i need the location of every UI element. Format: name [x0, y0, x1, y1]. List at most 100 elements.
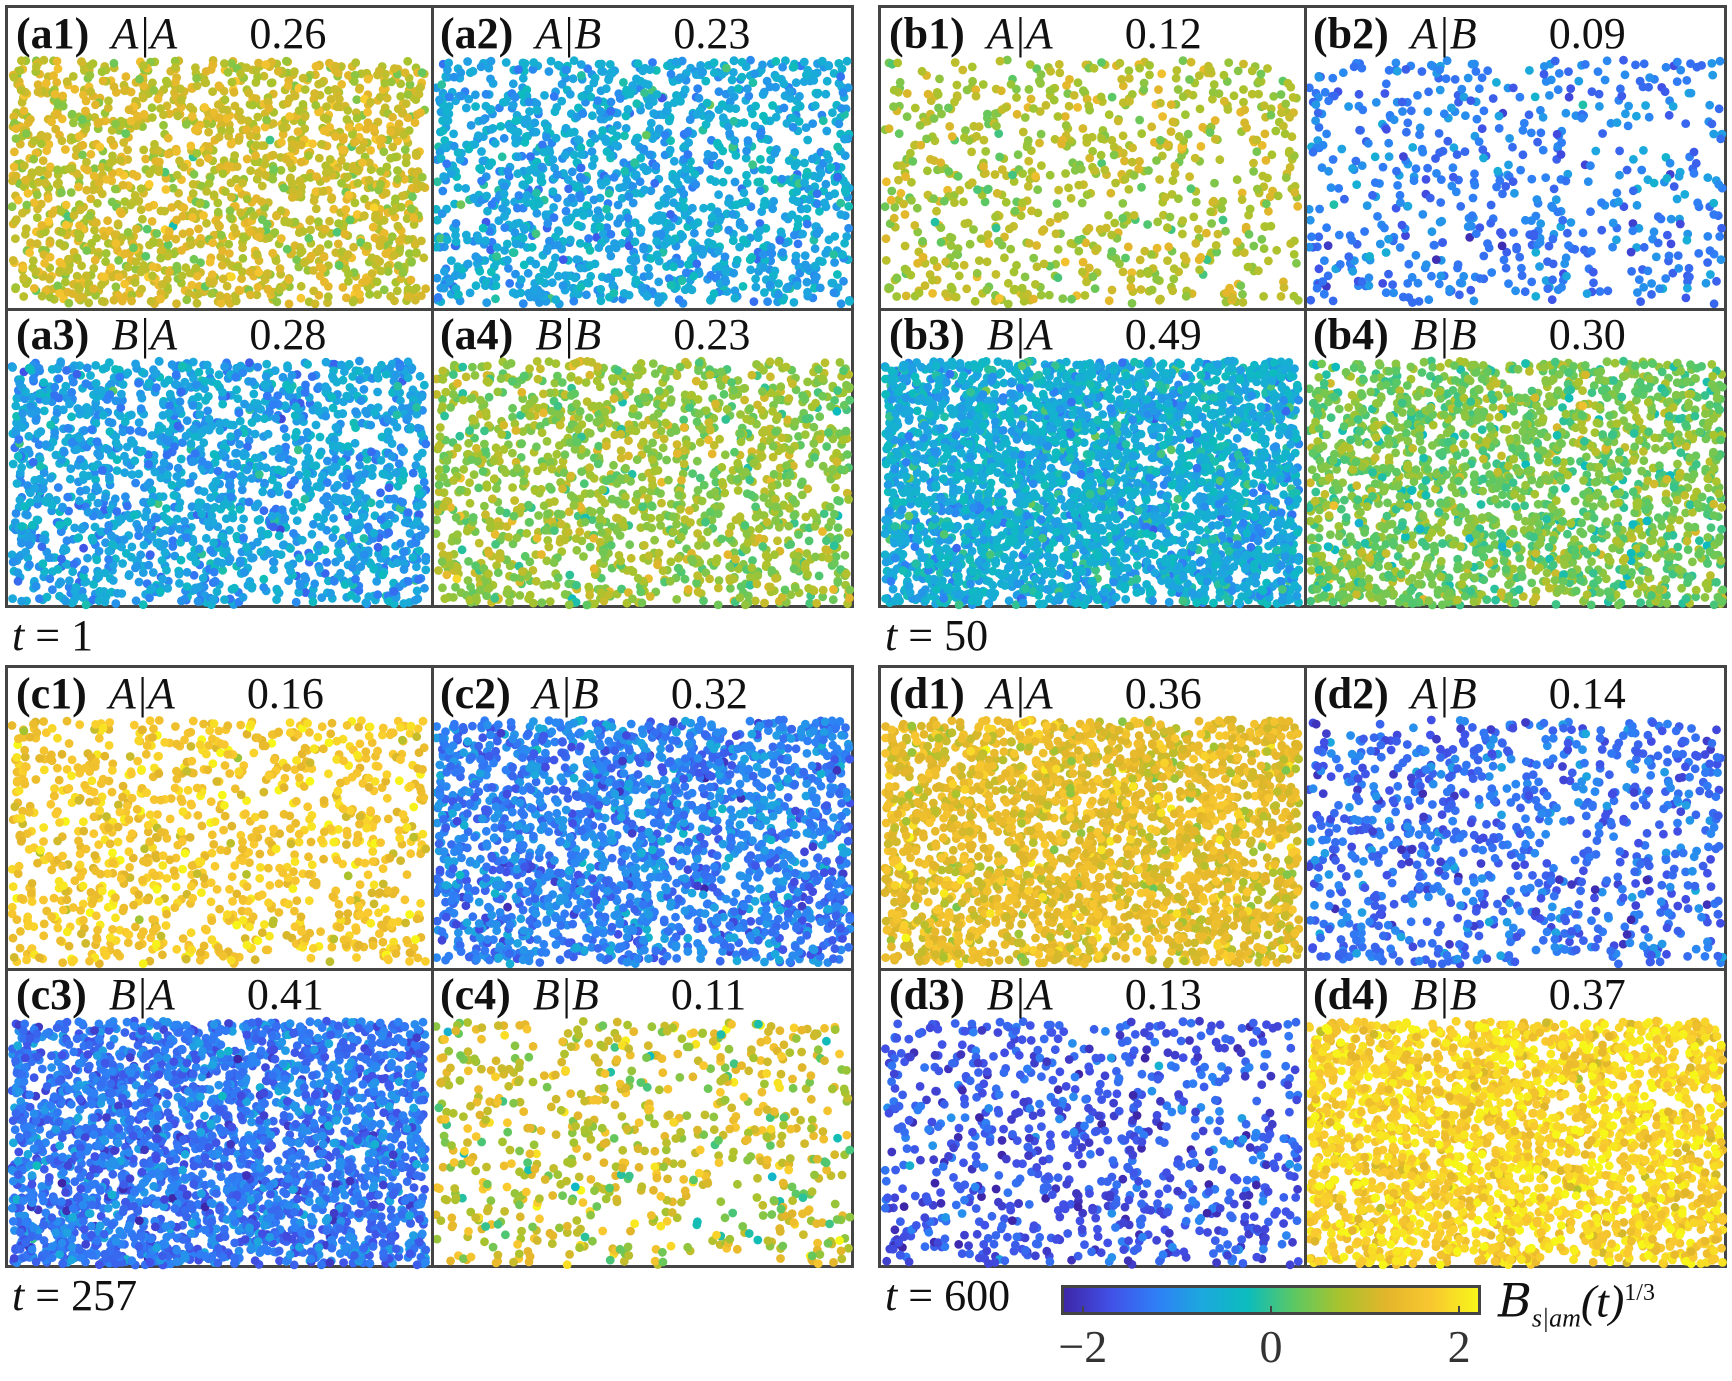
data-point [312, 172, 321, 182]
data-point [383, 414, 393, 424]
data-point [295, 176, 305, 186]
data-point [485, 227, 494, 236]
data-point [354, 84, 364, 94]
data-point [362, 366, 372, 375]
data-point [118, 427, 128, 437]
data-point [69, 377, 78, 387]
data-point [802, 70, 811, 80]
data-point [487, 200, 497, 209]
data-point [8, 557, 18, 567]
data-point [129, 243, 138, 253]
data-point [816, 169, 826, 178]
data-point [78, 140, 88, 150]
data-point [37, 221, 47, 230]
data-point [204, 127, 214, 137]
data-point [268, 150, 278, 160]
data-point [235, 107, 244, 117]
data-point [600, 134, 610, 143]
data-point [369, 528, 379, 538]
data-point [367, 471, 377, 480]
data-point [553, 240, 562, 250]
data-point [549, 92, 559, 101]
data-point [570, 273, 580, 283]
data-point [120, 86, 129, 96]
data-point [283, 490, 293, 499]
data-point [274, 285, 284, 295]
data-point [342, 481, 351, 490]
data-point [802, 219, 812, 229]
data-point [142, 224, 152, 234]
data-point [78, 593, 88, 602]
data-point [108, 272, 117, 282]
data-point [203, 406, 213, 416]
data-point [671, 57, 681, 67]
data-point [178, 229, 188, 239]
data-point [661, 107, 671, 116]
data-point [106, 379, 116, 389]
data-point [463, 235, 472, 245]
data-point [411, 538, 421, 547]
data-point [739, 118, 749, 127]
data-point [810, 101, 820, 111]
data-point [366, 97, 375, 107]
data-point [361, 276, 371, 286]
data-point [291, 432, 300, 442]
data-point [610, 239, 619, 248]
data-point [50, 428, 60, 437]
data-point [359, 385, 369, 394]
data-point [354, 122, 364, 132]
data-point [164, 375, 174, 385]
data-point [345, 359, 354, 369]
data-point [549, 203, 558, 212]
data-point [607, 125, 617, 135]
data-point [97, 189, 107, 199]
data-point [343, 442, 353, 451]
data-point [268, 400, 278, 410]
scatter-plot [432, 55, 854, 309]
data-point [54, 178, 63, 188]
data-point [321, 161, 331, 171]
data-point [40, 258, 49, 268]
data-point [373, 590, 383, 600]
data-point [28, 374, 38, 384]
data-point [67, 412, 76, 422]
data-point [409, 213, 419, 223]
data-point [308, 597, 318, 607]
data-point [256, 547, 266, 557]
data-point [203, 517, 213, 527]
data-point [491, 294, 500, 304]
data-point [275, 264, 285, 273]
data-point [340, 367, 349, 377]
data-point [393, 104, 403, 114]
data-point [363, 241, 372, 251]
data-point [98, 76, 108, 86]
data-point [65, 576, 74, 585]
data-point [251, 66, 261, 76]
data-point [478, 115, 488, 125]
data-point [412, 283, 421, 293]
data-point [256, 526, 266, 536]
data-point [510, 92, 520, 102]
data-point [343, 250, 353, 259]
data-point [540, 91, 549, 100]
data-point [140, 512, 150, 522]
data-point [242, 194, 252, 204]
data-point [112, 466, 122, 475]
data-point [651, 161, 661, 171]
data-point [222, 281, 232, 291]
data-point [127, 552, 136, 562]
data-point [290, 498, 300, 508]
data-point [171, 234, 181, 244]
data-point [215, 494, 225, 503]
data-point [97, 296, 107, 306]
data-point [44, 217, 53, 226]
data-point [303, 360, 312, 369]
data-point [630, 237, 640, 247]
data-point [260, 414, 269, 424]
data-point [254, 268, 264, 277]
data-point [325, 155, 335, 164]
data-point [474, 254, 483, 264]
data-point [393, 166, 402, 175]
data-point [394, 459, 404, 469]
data-point [168, 536, 178, 546]
